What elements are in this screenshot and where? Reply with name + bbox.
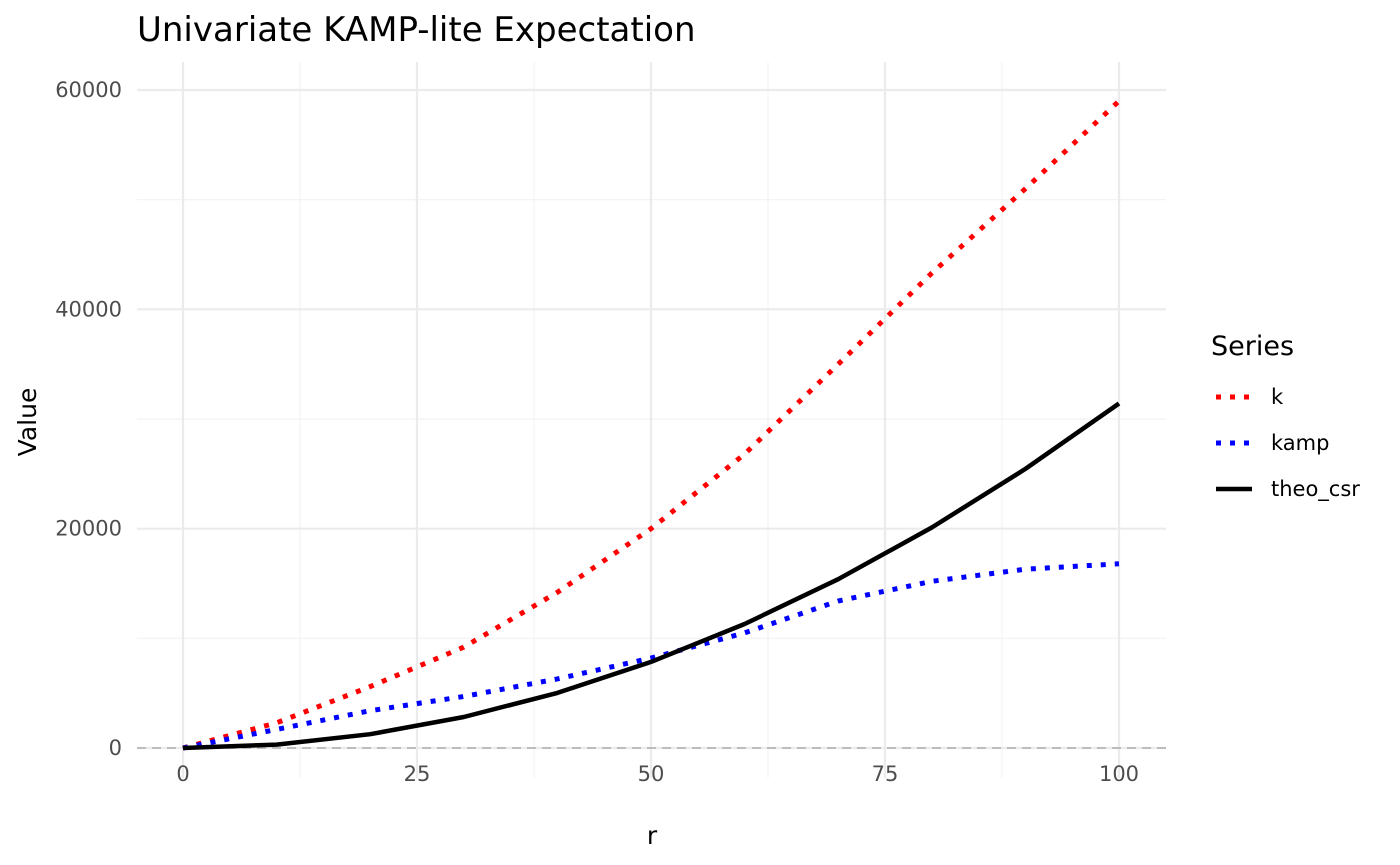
legend-items: k kamp theo_csr: [1216, 385, 1360, 502]
legend-label-kamp: kamp: [1271, 431, 1329, 455]
chart-title: Univariate KAMP-lite Expectation: [137, 10, 696, 50]
legend: Series k kamp theo_csr: [1211, 331, 1360, 502]
grid: [137, 62, 1166, 778]
y-tick-label: 20000: [55, 517, 122, 541]
x-axis-title: r: [647, 821, 658, 850]
x-tick-label: 25: [404, 762, 431, 786]
legend-label-theo_csr: theo_csr: [1271, 477, 1360, 502]
series-line-theo_csr: [182, 401, 1121, 751]
series-layer: [182, 99, 1121, 751]
legend-label-k: k: [1271, 385, 1284, 409]
series-line-k: [182, 99, 1121, 751]
x-axis-ticks: 0 25 50 75 100: [176, 762, 1139, 786]
y-axis-ticks: 0 20000 40000 60000: [55, 78, 122, 760]
y-tick-label: 40000: [55, 297, 122, 321]
x-tick-label: 75: [872, 762, 899, 786]
y-tick-label: 60000: [55, 78, 122, 102]
y-axis-title: Value: [13, 388, 42, 457]
x-tick-label: 50: [638, 762, 665, 786]
x-tick-label: 0: [176, 762, 189, 786]
legend-title: Series: [1211, 331, 1294, 362]
y-tick-label: 0: [109, 736, 122, 760]
series-line-kamp: [182, 561, 1120, 751]
x-tick-label: 100: [1099, 762, 1139, 786]
